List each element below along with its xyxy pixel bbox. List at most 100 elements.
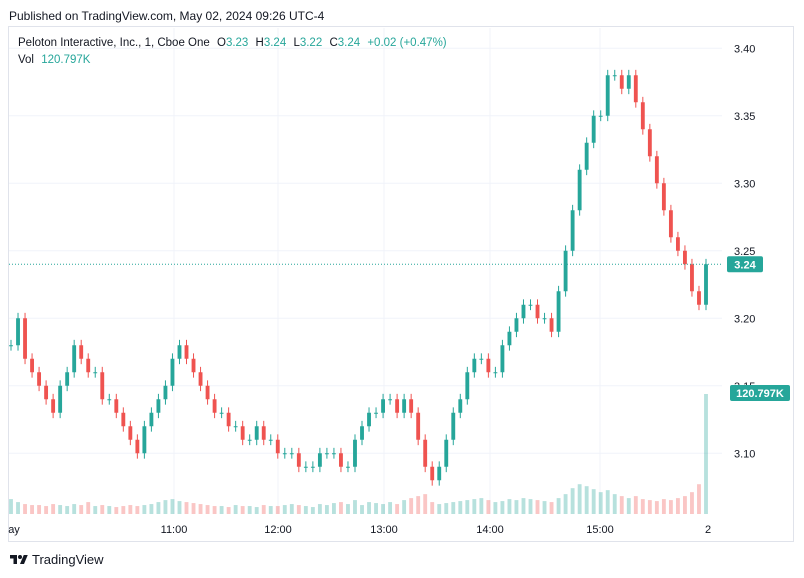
x-tick-label: ay: [8, 524, 20, 536]
candle-body: [93, 372, 98, 374]
candle-body: [423, 439, 428, 467]
candle-body: [697, 291, 701, 305]
volume-bar: [339, 502, 343, 514]
candle-body: [360, 426, 364, 440]
change-value: +0.02 (+0.47%): [367, 37, 447, 49]
grid: [9, 28, 722, 514]
candle-body: [388, 399, 393, 401]
volume-bar: [493, 502, 498, 514]
volume-bar: [584, 486, 589, 514]
open-label: O: [216, 37, 226, 49]
candle-body: [598, 115, 603, 117]
candle-body: [191, 358, 196, 373]
volume-bar: [254, 507, 259, 514]
volume-bar: [381, 504, 386, 514]
candle-body: [584, 142, 589, 170]
volume-bar: [605, 490, 610, 514]
candle-body: [675, 237, 680, 251]
candle-body: [535, 304, 540, 319]
candle-body: [381, 399, 386, 413]
candle-body: [486, 358, 491, 373]
volume-bar: [423, 494, 428, 514]
volume-bar: [212, 506, 217, 514]
candle-body: [416, 412, 421, 440]
volume-bar: [690, 492, 694, 514]
candle-body: [184, 345, 189, 359]
candle-body: [493, 372, 498, 374]
volume-bar: [675, 498, 680, 514]
candle-body: [86, 358, 91, 373]
chart-frame[interactable]: [8, 26, 794, 542]
volume-bar: [163, 500, 168, 514]
candle-body: [51, 399, 56, 413]
candle-body: [640, 102, 645, 130]
chart-legend: Peloton Interactive, Inc., 1, Cboe One O…: [18, 35, 447, 69]
volume-label: Vol: [18, 54, 34, 66]
volume-bar: [563, 494, 568, 514]
volume-bar: [156, 502, 161, 514]
volume-badge: [730, 385, 790, 401]
candle-body: [507, 331, 512, 346]
candle-body: [268, 439, 273, 441]
volume-bar: [177, 501, 182, 514]
candle-body: [282, 453, 287, 455]
candle-body: [402, 399, 407, 413]
volume-bar: [72, 504, 77, 514]
candle-body: [324, 453, 329, 455]
x-tick-label: 14:00: [476, 524, 504, 536]
volume-bar: [310, 507, 315, 514]
volume-bar: [528, 499, 533, 514]
candle-body: [437, 466, 442, 481]
last-price-badge: [727, 256, 763, 273]
candle-body: [619, 75, 624, 89]
candle-body: [570, 210, 575, 251]
candle-body: [647, 129, 652, 157]
volume-bar: [170, 499, 175, 514]
candle-body: [65, 372, 70, 386]
volume-bar: [149, 504, 154, 514]
candle-body: [310, 466, 315, 468]
last-price-text: 3.24: [734, 259, 756, 271]
volume-bar: [346, 504, 350, 514]
candle-body: [704, 264, 708, 305]
volume-bar: [86, 502, 91, 514]
volume-bar: [395, 504, 400, 514]
volume-bar: [661, 499, 666, 514]
candle-body: [500, 345, 505, 373]
volume-bar: [626, 498, 631, 514]
volume-bar: [30, 505, 34, 514]
candle-body: [374, 412, 378, 414]
volume-bar: [360, 505, 364, 514]
volume-bar: [514, 500, 519, 514]
candle-body: [72, 345, 77, 373]
candle-body: [654, 156, 659, 184]
volume-bar: [261, 505, 266, 514]
candle-body: [605, 75, 610, 116]
volume-bar: [570, 488, 575, 514]
candle-body: [683, 250, 687, 265]
symbol-title: Peloton Interactive, Inc., 1, Cboe One: [18, 37, 210, 49]
volume-bar: [191, 503, 196, 514]
volume-bar: [697, 484, 701, 514]
candle-body: [549, 318, 554, 332]
x-tick-label: 13:00: [370, 524, 398, 536]
candle-body: [163, 385, 168, 400]
volume-bar: [16, 502, 20, 514]
low-value: 3.22: [299, 37, 323, 49]
volume-bar: [577, 484, 582, 514]
volume-bar: [430, 502, 435, 514]
candle-body: [690, 264, 694, 292]
candles: [9, 69, 708, 486]
y-tick-label: 3.40: [734, 43, 755, 55]
volume-bar: [458, 501, 463, 514]
candle-body: [465, 372, 470, 400]
low-label: L: [293, 37, 300, 49]
volume-bar: [79, 505, 84, 514]
footer-brand[interactable]: TradingView: [10, 552, 104, 567]
volume-bar: [128, 505, 133, 514]
volume-bar: [219, 506, 224, 514]
volume-bar: [296, 505, 301, 514]
volume-bar: [289, 504, 294, 514]
volume-bar: [472, 499, 477, 514]
